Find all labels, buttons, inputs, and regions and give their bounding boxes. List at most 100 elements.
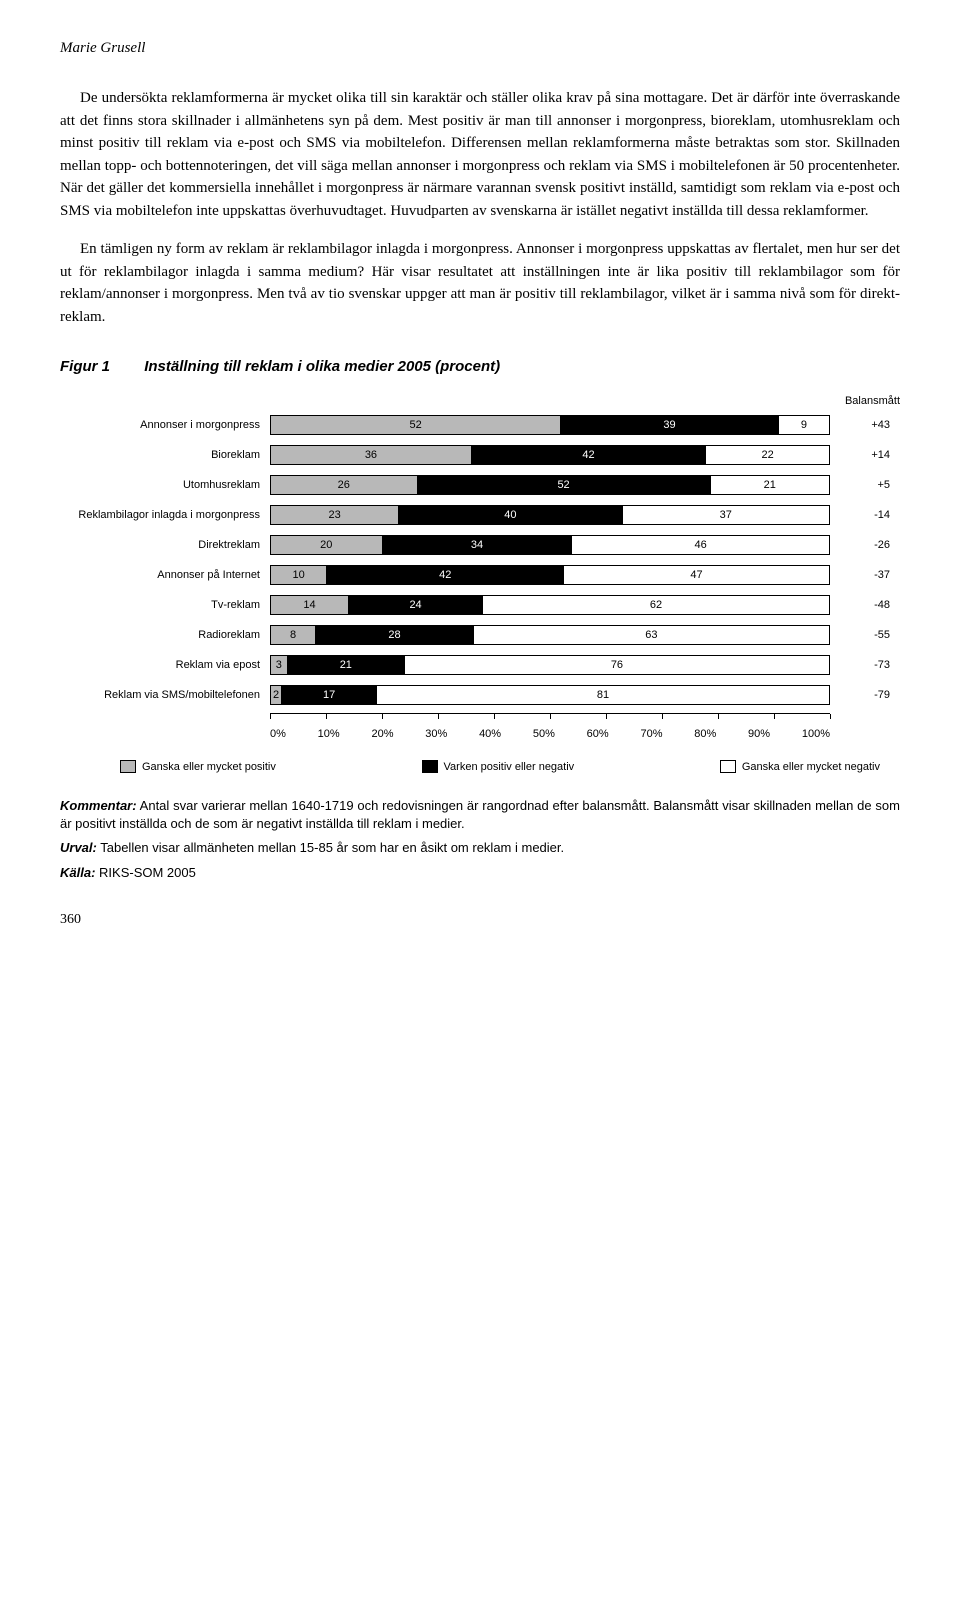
bar-segment-pos: 36 (271, 446, 472, 464)
x-tick-label: 10% (318, 728, 340, 740)
urval-label: Urval: (60, 840, 97, 855)
para1-text: De undersökta reklamformerna är mycket o… (60, 87, 900, 222)
chart-balans-value: -73 (830, 659, 890, 671)
bar-segment-neg: 22 (706, 446, 829, 464)
legend-positive: Ganska eller mycket positiv (120, 760, 276, 773)
author-name: Marie Grusell (60, 40, 900, 57)
figure-label: Figur 1 (60, 358, 110, 375)
chart-bar: 32176 (270, 655, 830, 675)
x-tick-label: 0% (270, 728, 286, 740)
bar-segment-pos: 26 (271, 476, 418, 494)
chart-bar: 234037 (270, 505, 830, 525)
bar-segment-neg: 76 (405, 656, 829, 674)
chart-row-label: Direktreklam (60, 539, 270, 551)
chart-bar: 142462 (270, 595, 830, 615)
chart-row: Reklam via epost32176-73 (60, 653, 900, 677)
chart-row: Bioreklam364222+14 (60, 443, 900, 467)
x-tick-label: 20% (371, 728, 393, 740)
chart-balans-value: -55 (830, 629, 890, 641)
chart-row: Utomhusreklam265221+5 (60, 473, 900, 497)
bar-segment-neg: 21 (711, 476, 829, 494)
chart-row-label: Reklambilagor inlagda i morgonpress (60, 509, 270, 521)
figure-title-text: Inställning till reklam i olika medier 2… (144, 358, 500, 375)
bar-segment-neu: 42 (327, 566, 564, 584)
x-tick-label: 60% (587, 728, 609, 740)
chart-balans-value: -26 (830, 539, 890, 551)
bar-segment-neg: 81 (377, 686, 829, 704)
x-tick-label: 40% (479, 728, 501, 740)
bar-segment-neu: 42 (472, 446, 706, 464)
chart-row-label: Utomhusreklam (60, 479, 270, 491)
chart-row-label: Radioreklam (60, 629, 270, 641)
chart-balans-value: -79 (830, 689, 890, 701)
bar-segment-neg: 62 (483, 596, 829, 614)
bar-segment-pos: 14 (271, 596, 349, 614)
bar-segment-neu: 34 (383, 536, 573, 554)
commentary: Kommentar: Antal svar varierar mellan 16… (60, 797, 900, 882)
bar-segment-pos: 20 (271, 536, 383, 554)
x-tick-label: 100% (802, 728, 830, 740)
chart-bar: 203446 (270, 535, 830, 555)
chart-balans-value: +14 (830, 449, 890, 461)
chart-row: Annonser på Internet104247-37 (60, 563, 900, 587)
chart-row: Radioreklam82863-55 (60, 623, 900, 647)
bar-segment-pos: 52 (271, 416, 561, 434)
body-paragraph-1: De undersökta reklamformerna är mycket o… (60, 87, 900, 222)
x-tick-label: 70% (640, 728, 662, 740)
kommentar-text: Antal svar varierar mellan 1640-1719 och… (60, 798, 900, 831)
legend-negative: Ganska eller mycket negativ (720, 760, 880, 773)
bar-segment-neu: 17 (282, 686, 377, 704)
bar-segment-neu: 28 (316, 626, 474, 644)
legend-swatch-neu (422, 760, 438, 773)
chart-row-label: Annonser på Internet (60, 569, 270, 581)
bar-segment-pos: 23 (271, 506, 399, 524)
chart-row-label: Tv-reklam (60, 599, 270, 611)
chart-balans-value: -48 (830, 599, 890, 611)
body-paragraph-2: En tämligen ny form av reklam är reklamb… (60, 238, 900, 328)
bar-segment-pos: 8 (271, 626, 316, 644)
bar-segment-pos: 10 (271, 566, 327, 584)
chart-row: Reklambilagor inlagda i morgonpress23403… (60, 503, 900, 527)
chart-row: Annonser i morgonpress52399+43 (60, 413, 900, 437)
kalla-text: RIKS-SOM 2005 (95, 865, 195, 880)
bar-segment-neu: 52 (418, 476, 711, 494)
chart-row: Tv-reklam142462-48 (60, 593, 900, 617)
bar-segment-pos: 3 (271, 656, 288, 674)
bar-segment-neg: 9 (779, 416, 829, 434)
chart-balans-value: +43 (830, 419, 890, 431)
chart-row: Direktreklam203446-26 (60, 533, 900, 557)
bar-segment-neg: 47 (564, 566, 829, 584)
bar-segment-neu: 39 (561, 416, 779, 434)
chart-row-label: Annonser i morgonpress (60, 419, 270, 431)
bar-segment-neu: 21 (288, 656, 405, 674)
legend-neutral: Varken positiv eller negativ (422, 760, 575, 773)
urval-text: Tabellen visar allmänheten mellan 15-85 … (97, 840, 564, 855)
chart-container: Balansmått Annonser i morgonpress52399+4… (60, 395, 900, 740)
bar-segment-pos: 2 (271, 686, 282, 704)
chart-bar: 104247 (270, 565, 830, 585)
figure-title: Figur 1 Inställning till reklam i olika … (60, 358, 900, 375)
legend-pos-label: Ganska eller mycket positiv (142, 761, 276, 773)
legend-swatch-neg (720, 760, 736, 773)
bar-segment-neg: 46 (572, 536, 829, 554)
kommentar-label: Kommentar: (60, 798, 137, 813)
bar-segment-neu: 24 (349, 596, 483, 614)
legend-swatch-pos (120, 760, 136, 773)
x-tick-label: 90% (748, 728, 770, 740)
chart-row-label: Bioreklam (60, 449, 270, 461)
x-axis: 0%10%20%30%40%50%60%70%80%90%100% (270, 728, 830, 740)
bar-segment-neu: 40 (399, 506, 622, 524)
legend-neg-label: Ganska eller mycket negativ (742, 761, 880, 773)
x-tick-label: 30% (425, 728, 447, 740)
chart-bar: 82863 (270, 625, 830, 645)
bar-segment-neg: 37 (623, 506, 829, 524)
chart-balans-value: -37 (830, 569, 890, 581)
page-number: 360 (60, 912, 900, 928)
chart-row-label: Reklam via SMS/mobiltelefonen (60, 689, 270, 701)
x-tick-label: 80% (694, 728, 716, 740)
chart-legend: Ganska eller mycket positiv Varken posit… (120, 760, 880, 773)
kalla-label: Källa: (60, 865, 95, 880)
chart-row: Reklam via SMS/mobiltelefonen21781-79 (60, 683, 900, 707)
para2-text: En tämligen ny form av reklam är reklamb… (60, 238, 900, 328)
chart-balans-value: +5 (830, 479, 890, 491)
